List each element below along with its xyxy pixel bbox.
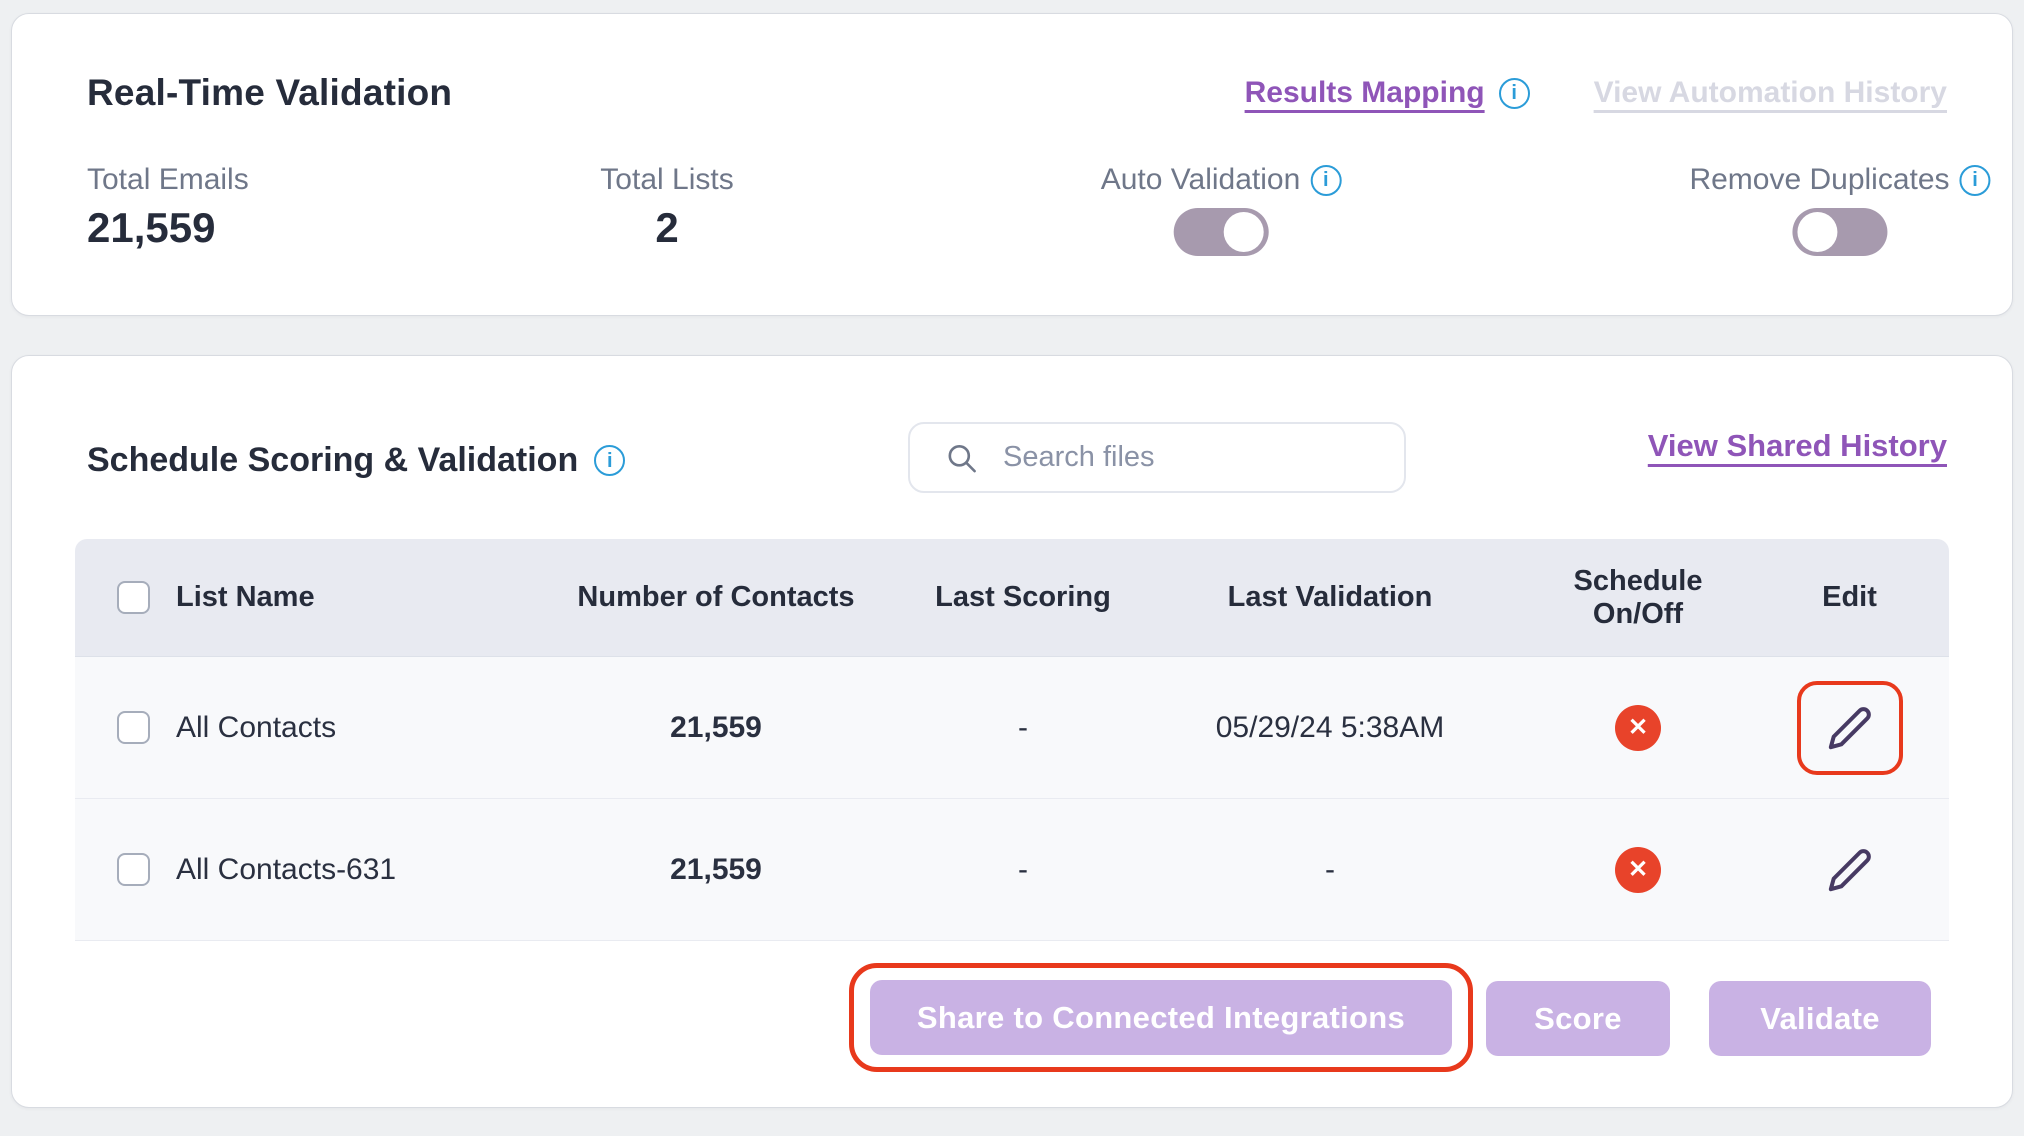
list-name-cell: All Contacts-631 (75, 853, 520, 887)
edit-cell (1750, 823, 1949, 917)
pencil-icon (1828, 706, 1871, 749)
header-last-validation: Last Validation (1227, 581, 1433, 613)
remove-duplicates-label: Remove Duplicates (1689, 163, 1950, 196)
schedule-card-title: Schedule Scoring & Validation i (87, 441, 626, 480)
total-lists-stat: Total Lists 2 (600, 162, 733, 252)
share-to-integrations-button[interactable]: Share to Connected Integrations (870, 980, 1452, 1055)
results-mapping-link[interactable]: Results Mapping (1244, 76, 1485, 109)
header-schedule-on-off: Schedule On/Off (1573, 564, 1703, 630)
red-highlight-annotation: Share to Connected Integrations (849, 963, 1473, 1072)
toggle-knob (1797, 212, 1838, 252)
contacts-count: 21,559 (670, 852, 762, 886)
card1-header: Real-Time Validation Results Mapping i V… (12, 14, 2012, 114)
header-list-name: List Name (75, 581, 520, 614)
view-shared-history-link[interactable]: View Shared History (1647, 428, 1947, 463)
score-button[interactable]: Score (1486, 981, 1670, 1056)
row-checkbox[interactable] (117, 711, 150, 744)
total-lists-label: Total Lists (600, 163, 734, 196)
auto-validation-control: Auto Validation i (1101, 162, 1342, 256)
search-files-box[interactable] (908, 422, 1406, 493)
toggle-knob (1223, 212, 1264, 252)
remove-duplicates-info-icon[interactable]: i (1959, 164, 1991, 196)
schedule-cell: ✕ (1526, 704, 1750, 751)
edit-cell (1750, 680, 1949, 775)
list-name: All Contacts (176, 710, 337, 744)
realtime-stats-row: Total Emails 21,559 Total Lists 2 Auto V… (12, 162, 2012, 292)
last-validation-value: 05/29/24 5:38AM (1215, 710, 1445, 744)
auto-validation-toggle[interactable] (1173, 208, 1269, 256)
search-icon (948, 444, 976, 472)
remove-duplicates-toggle[interactable] (1792, 208, 1888, 256)
x-mark-icon: ✕ (1627, 713, 1649, 741)
last-scoring-value: - (1018, 852, 1028, 886)
last-validation-value: - (1325, 852, 1335, 886)
table-row: All Contacts 21,559 - 05/29/24 5:38AM ✕ (75, 657, 1949, 799)
search-input[interactable] (1003, 441, 1380, 474)
total-lists-value: 2 (655, 204, 679, 251)
list-name-cell: All Contacts (75, 711, 520, 745)
validate-button[interactable]: Validate (1709, 981, 1931, 1056)
contacts-count: 21,559 (670, 710, 762, 744)
header-number-of-contacts: Number of Contacts (577, 581, 855, 613)
schedule-cell: ✕ (1526, 846, 1750, 893)
list-name: All Contacts-631 (176, 852, 397, 886)
view-automation-history-link[interactable]: View Automation History (1593, 76, 1947, 109)
auto-validation-info-icon[interactable]: i (1310, 164, 1342, 196)
header-edit: Edit (1822, 581, 1877, 613)
last-scoring-value: - (1018, 710, 1028, 744)
x-mark-icon: ✕ (1627, 855, 1649, 883)
header-last-scoring: Last Scoring (935, 581, 1111, 613)
remove-duplicates-control: Remove Duplicates i (1689, 162, 1991, 256)
total-emails-stat: Total Emails 21,559 (87, 162, 249, 252)
realtime-validation-card: Real-Time Validation Results Mapping i V… (11, 13, 2013, 316)
select-all-checkbox[interactable] (117, 581, 150, 614)
schedule-off-icon[interactable]: ✕ (1615, 846, 1661, 893)
auto-validation-label: Auto Validation (1100, 163, 1301, 196)
pencil-icon (1828, 848, 1871, 891)
total-emails-label: Total Emails (87, 163, 249, 196)
schedule-off-icon[interactable]: ✕ (1615, 704, 1661, 751)
schedule-scoring-card: Schedule Scoring & Validation i View Sha… (11, 355, 2013, 1108)
total-emails-value: 21,559 (87, 204, 216, 251)
schedule-scoring-info-icon[interactable]: i (594, 445, 626, 476)
card1-links: Results Mapping i View Automation Histor… (1245, 76, 1947, 110)
edit-button[interactable] (1796, 680, 1903, 775)
row-checkbox[interactable] (117, 853, 150, 886)
table-row: All Contacts-631 21,559 - - ✕ (75, 799, 1949, 941)
table-header-row: List Name Number of Contacts Last Scorin… (75, 539, 1949, 657)
lists-table: List Name Number of Contacts Last Scorin… (75, 539, 1949, 941)
edit-button[interactable] (1797, 823, 1903, 917)
page-title: Real-Time Validation (87, 72, 453, 113)
header-list-name-label: List Name (176, 581, 315, 613)
schedule-card-title-text: Schedule Scoring & Validation (87, 441, 579, 479)
results-mapping-info-icon[interactable]: i (1498, 77, 1530, 109)
